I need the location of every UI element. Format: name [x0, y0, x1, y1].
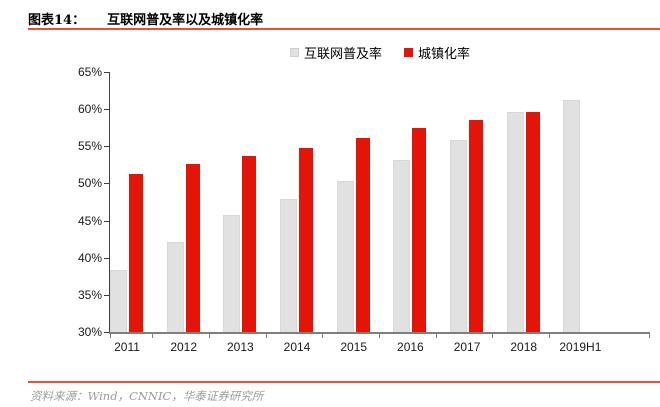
x-axis-label-2016: 2016 — [397, 340, 424, 354]
x-axis-label-2017: 2017 — [453, 340, 481, 354]
figure-title: 互联网普及率以及城镇化率 — [107, 12, 264, 28]
x-axis-tick — [265, 334, 267, 338]
x-axis-tick — [152, 334, 154, 338]
x-axis-label-2011: 2011 — [114, 340, 140, 354]
y-axis-label: 60% — [77, 102, 102, 117]
x-axis-label-2012: 2012 — [170, 340, 198, 354]
bar-urbanization-2013 — [242, 155, 257, 332]
bar-internet-2011 — [110, 270, 127, 332]
footer-divider — [28, 381, 660, 383]
y-axis-tick — [104, 72, 109, 73]
x-axis-tick — [379, 334, 380, 338]
y-axis-tick — [104, 183, 109, 185]
x-axis-tick — [492, 334, 494, 338]
y-axis-label: 40% — [77, 250, 102, 265]
y-axis-label: 45% — [77, 213, 102, 228]
bar-internet-2015 — [336, 181, 354, 332]
bar-internet-2016 — [393, 159, 411, 332]
y-axis-label: 50% — [77, 176, 102, 191]
bar-internet-2017 — [450, 140, 468, 332]
bar-internet-2018 — [506, 112, 524, 332]
y-axis-tick — [104, 146, 109, 148]
x-axis — [109, 332, 650, 334]
bar-urbanization-2011 — [129, 173, 143, 332]
x-axis-tick — [435, 334, 437, 338]
bar-internet-2013 — [223, 214, 241, 332]
header-divider — [28, 28, 660, 30]
y-axis-tick — [104, 294, 109, 296]
source-note: 资料来源：Wind，CNNIC，华泰证券研究所 — [30, 389, 264, 403]
bar-urbanization-2014 — [299, 147, 314, 332]
legend-item-internet: 互联网普及率 — [289, 43, 382, 62]
bar-internet-2014 — [280, 199, 298, 332]
y-axis-label: 35% — [77, 287, 102, 302]
legend-label: 互联网普及率 — [303, 46, 382, 62]
y-axis-tick — [104, 332, 109, 333]
legend-swatch-icon — [404, 47, 413, 57]
y-axis-tick — [104, 257, 109, 259]
y-axis-tick — [104, 220, 109, 222]
bar-internet-2012 — [166, 242, 184, 332]
bar-urbanization-2012 — [185, 164, 200, 332]
bar-urbanization-2018 — [525, 112, 540, 332]
bar-urbanization-2016 — [412, 128, 427, 332]
bar-internet-2019H1 — [563, 100, 581, 332]
y-axis — [109, 72, 110, 334]
y-axis-label: 65% — [77, 65, 102, 79]
y-axis-tick — [104, 109, 109, 111]
x-axis-label-2015: 2015 — [340, 340, 368, 354]
legend-swatch-icon — [289, 47, 299, 57]
bar-urbanization-2015 — [355, 138, 370, 332]
x-axis-tick — [208, 334, 210, 338]
figure-header: 图表14： 互联网普及率以及城镇化率 — [28, 8, 660, 28]
x-axis-tick — [649, 334, 650, 338]
bar-urbanization-2017 — [469, 120, 484, 332]
x-axis-label-2019H1: 2019H1 — [559, 340, 602, 354]
chart-legend: 互联网普及率 城镇化率 — [110, 43, 650, 62]
legend-label: 城镇化率 — [418, 46, 471, 62]
x-axis-label-2013: 2013 — [226, 340, 254, 354]
x-axis-label-2018: 2018 — [510, 340, 538, 354]
y-axis-label: 30% — [77, 325, 102, 339]
figure-number-label: 图表14： — [28, 12, 86, 28]
y-axis-label: 55% — [77, 139, 102, 154]
x-axis-tick — [549, 334, 551, 338]
x-axis-tick — [110, 334, 111, 338]
legend-item-urbanization: 城镇化率 — [404, 43, 470, 62]
x-axis-tick — [322, 334, 324, 338]
x-axis-label-2014: 2014 — [283, 340, 311, 354]
